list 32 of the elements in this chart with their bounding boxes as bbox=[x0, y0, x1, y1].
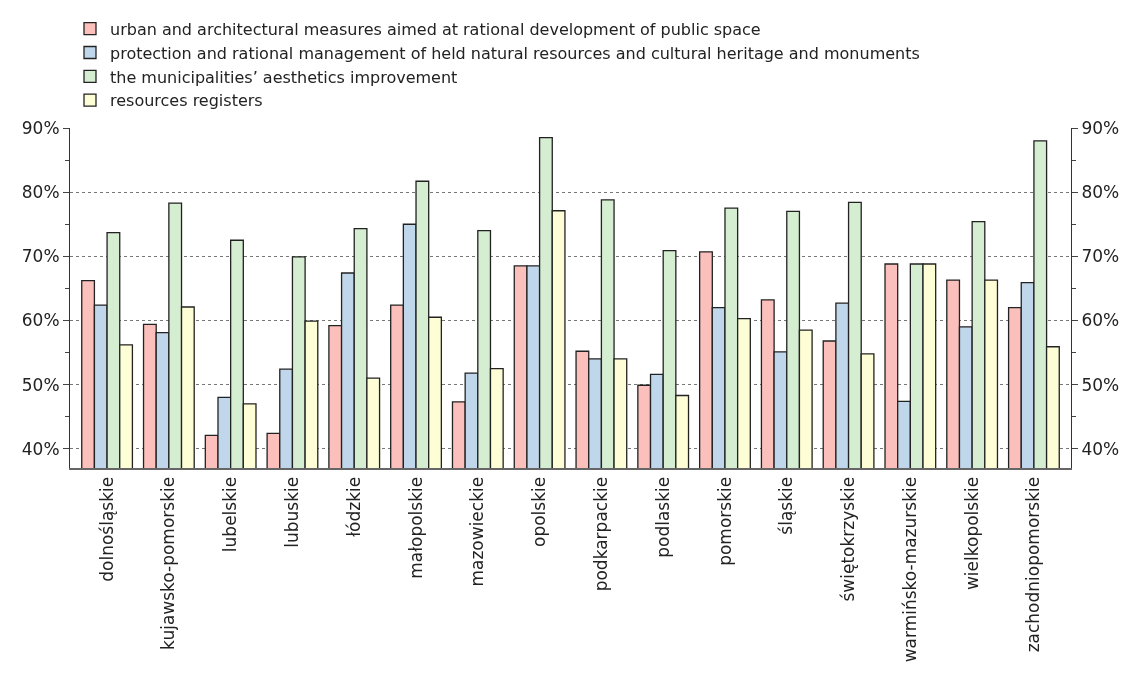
x-tick-label: pomorskie bbox=[714, 476, 735, 566]
legend-label: protection and rational management of held natural resources and cultural heritage and monuments bbox=[110, 43, 920, 63]
x-tick-label: dolnośląskie bbox=[96, 476, 117, 582]
y-tick-label: 60% bbox=[21, 310, 60, 331]
y2-tick-label: 40% bbox=[1081, 438, 1120, 459]
x-tick-label: zachodniopomorskie bbox=[1023, 476, 1044, 653]
x-tick-label: mazowieckie bbox=[467, 476, 488, 587]
x-tick-label: podkarpackie bbox=[590, 476, 611, 592]
y-tick-label: 50% bbox=[21, 374, 60, 395]
y-tick-label: 80% bbox=[21, 182, 60, 203]
y2-tick-label: 50% bbox=[1081, 374, 1120, 395]
y2-tick-label: 60% bbox=[1081, 310, 1120, 331]
y2-tick-label: 80% bbox=[1081, 182, 1120, 203]
legend-label: the municipalities’ aesthetics improvement bbox=[110, 67, 458, 87]
x-tick-label: warmińsko-mazurskie bbox=[899, 476, 920, 663]
x-tick-label: małopolskie bbox=[405, 476, 426, 579]
x-tick-label: śląskie bbox=[776, 476, 797, 535]
x-tick-label: świętokrzyskie bbox=[838, 476, 859, 602]
legend-label: resources registers bbox=[110, 91, 263, 111]
x-tick-label: łódzkie bbox=[343, 476, 364, 537]
x-tick-label: opolskie bbox=[529, 476, 550, 547]
x-tick-label: kujawsko-pomorskie bbox=[158, 476, 179, 650]
x-tick-label: podlaskie bbox=[652, 476, 673, 558]
x-tick-label: wielkopolskie bbox=[961, 476, 982, 591]
y-tick-label: 90% bbox=[21, 117, 60, 138]
x-tick-label: lubuskie bbox=[281, 476, 302, 548]
y-tick-label: 40% bbox=[21, 438, 60, 459]
y2-tick-label: 70% bbox=[1081, 246, 1120, 267]
legend-label: urban and architectural measures aimed at rational development of public space bbox=[110, 19, 761, 39]
x-tick-label: lubelskie bbox=[220, 476, 241, 553]
y2-tick-label: 90% bbox=[1081, 117, 1120, 138]
y-tick-label: 70% bbox=[21, 246, 60, 267]
